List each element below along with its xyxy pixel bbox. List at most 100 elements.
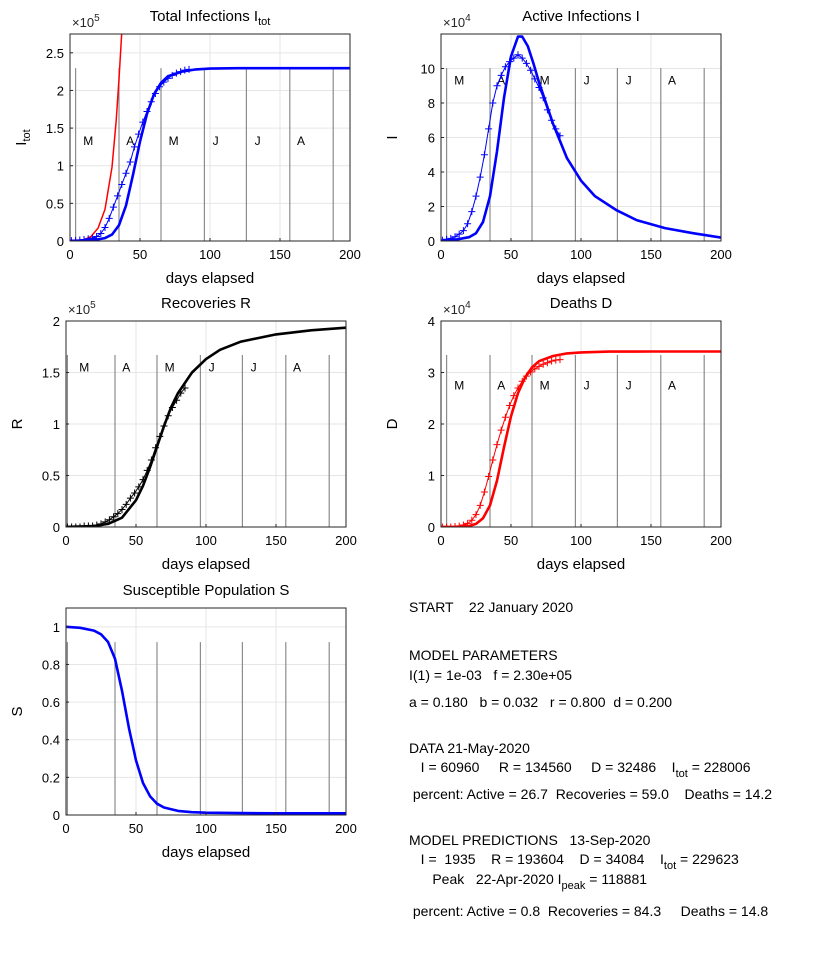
x-tick-label: 200 — [335, 533, 357, 548]
y-tick-label: 1 — [428, 469, 435, 484]
y-tick-label: 1 — [53, 620, 60, 635]
chart-active: M A M J J A 0 50 100 150 200 0 2 4 6 8 10 Active Infectio… — [384, 8, 732, 287]
exponent-power: 4 — [465, 13, 471, 24]
y-tick-label: 10 — [421, 62, 435, 77]
data-point-marker — [72, 523, 80, 527]
y-axis-label: S — [9, 706, 26, 716]
prediction-values-tail: = 229623 — [676, 851, 739, 867]
chart-title: Deaths D — [550, 295, 613, 312]
month-label: A — [126, 134, 134, 148]
y-tick-label: 6 — [428, 131, 435, 146]
y-tick-label: 0 — [428, 520, 435, 535]
data-point-marker — [441, 523, 446, 527]
model-curve — [441, 35, 721, 241]
params-line-2: a = 0.180 b = 0.032 r = 0.800 d = 0.200 — [409, 694, 673, 710]
y-tick-label: 0 — [57, 234, 64, 249]
data-point-marker — [68, 523, 76, 527]
y-tick-label: 4 — [428, 314, 435, 329]
x-axis-label: days elapsed — [537, 556, 625, 573]
data-values-main: I = 60960 R = 134560 D = 32486 I — [409, 759, 676, 775]
month-label: M — [165, 360, 175, 374]
month-label: M — [83, 134, 93, 148]
x-tick-label: 100 — [195, 821, 217, 836]
data-heading: DATA 21-May-2020 — [409, 740, 530, 756]
prediction-values-sub: tot — [663, 860, 677, 872]
model-curve — [441, 350, 721, 527]
chart-title: Susceptible Population S — [123, 582, 290, 599]
exponent-label: ×104 — [443, 300, 471, 317]
month-label: M — [169, 134, 179, 148]
y-tick-label: 1 — [53, 417, 60, 432]
month-label: M — [540, 378, 550, 392]
y-tick-label: 1.5 — [46, 121, 64, 136]
y-tick-label: 2 — [428, 200, 435, 215]
x-tick-label: 0 — [66, 247, 73, 262]
month-label: M — [454, 74, 464, 88]
chart-suscept: 0 50 100 150 200 0 0.2 0.4 0.6 0.8 1 Susceptible Po… — [9, 582, 357, 861]
y-axis-label-subscript: tot — [21, 129, 33, 141]
month-label: A — [122, 360, 130, 374]
month-label: A — [297, 134, 305, 148]
exponent-power: 4 — [465, 300, 471, 311]
chart-title: Total Infections Itot — [150, 8, 271, 28]
prediction-heading: MODEL PREDICTIONS 13-Sep-2020 — [409, 832, 651, 848]
x-axis-label: days elapsed — [162, 556, 250, 573]
data-line — [67, 387, 186, 527]
y-tick-label: 2 — [57, 83, 64, 98]
x-tick-label: 100 — [570, 533, 592, 548]
y-tick-label: 2 — [428, 417, 435, 432]
peak-main: Peak 22-Apr-2020 I — [409, 871, 562, 887]
x-tick-label: 50 — [129, 821, 143, 836]
prediction-values-main: I = 1935 R = 193604 D = 34084 I — [409, 851, 664, 867]
y-tick-label: 2 — [53, 314, 60, 329]
month-label: J — [213, 134, 219, 148]
data-point-marker — [443, 523, 451, 527]
month-label: J — [209, 360, 215, 374]
y-tick-label: 0.4 — [42, 733, 60, 748]
y-axis-label: D — [384, 418, 401, 429]
chart-title: Active Infections I — [522, 8, 640, 25]
x-tick-label: 150 — [265, 821, 287, 836]
data-percent: percent: Active = 26.7 Recoveries = 59.0… — [409, 786, 773, 802]
x-tick-label: 100 — [195, 533, 217, 548]
month-label: A — [293, 360, 301, 374]
exponent-power: 5 — [90, 300, 96, 311]
month-label: M — [540, 74, 550, 88]
data-point-marker — [66, 523, 71, 527]
x-tick-label: 0 — [62, 533, 69, 548]
prediction-percent: percent: Active = 0.8 Recoveries = 84.3 … — [409, 903, 769, 919]
y-tick-label: 3 — [428, 366, 435, 381]
x-tick-label: 200 — [339, 247, 361, 262]
data-values-tail: = 228006 — [687, 759, 751, 775]
exponent-label: ×105 — [72, 13, 100, 30]
x-tick-label: 100 — [570, 247, 592, 262]
y-tick-label: 0.5 — [42, 469, 60, 484]
peak-line: Peak 22-Apr-2020 Ipeak = 118881 — [409, 870, 647, 895]
exponent-label: ×104 — [443, 13, 471, 30]
chart-recov: M A M J J A 0 50 100 150 200 0 0.5 1 1.5 2 Recoveries R ×… — [9, 295, 357, 573]
y-tick-label: 2.5 — [46, 46, 64, 61]
month-label: J — [584, 378, 590, 392]
x-tick-label: 150 — [265, 533, 287, 548]
x-tick-label: 200 — [710, 247, 732, 262]
series-group — [441, 35, 721, 241]
y-tick-label: 8 — [428, 96, 435, 111]
chart-itot: M A M J J A 0 50 100 150 200 0 0.5 1 1.5 2 2.5 Total Infe… — [13, 8, 361, 287]
peak-sub: peak — [561, 880, 586, 892]
x-tick-label: 50 — [133, 247, 147, 262]
y-tick-label: 1.5 — [42, 366, 60, 381]
month-label: J — [626, 378, 632, 392]
y-axis-label: Itot — [13, 129, 33, 145]
y-tick-label: 0.5 — [46, 196, 64, 211]
month-label: J — [255, 134, 261, 148]
series-group — [66, 326, 346, 527]
data-values: I = 60960 R = 134560 D = 32486 Itot = 22… — [409, 758, 751, 783]
x-tick-label: 100 — [199, 247, 221, 262]
month-label: A — [497, 378, 505, 392]
x-tick-label: 50 — [504, 533, 518, 548]
peak-tail: = 118881 — [585, 871, 648, 887]
month-label: M — [79, 360, 89, 374]
series-group — [70, 34, 350, 241]
month-label: J — [584, 74, 590, 88]
x-tick-label: 200 — [335, 821, 357, 836]
